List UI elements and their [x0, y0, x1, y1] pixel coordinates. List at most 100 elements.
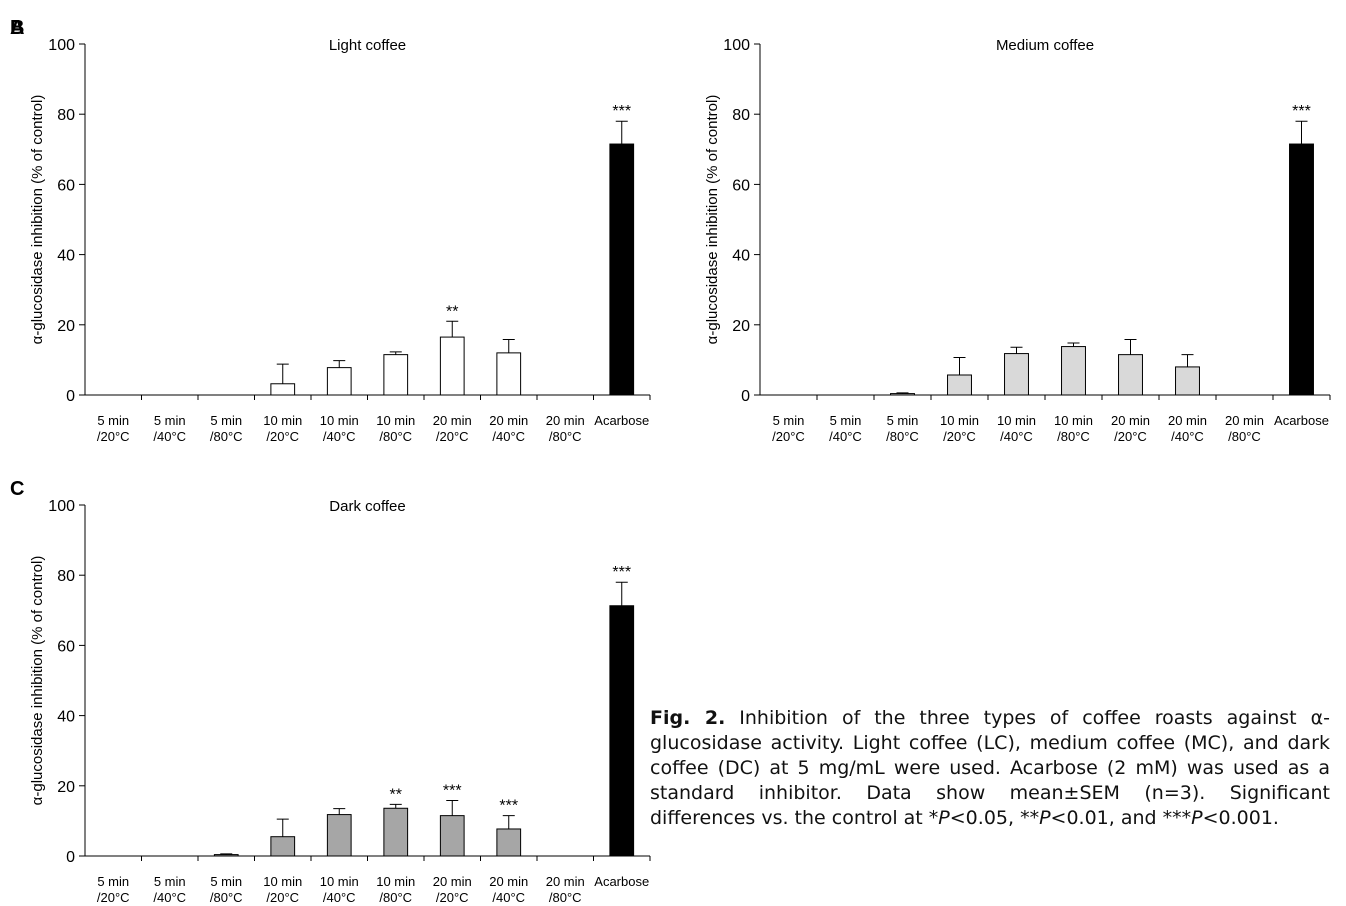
x-tick-label: 10 min	[263, 874, 302, 889]
bar	[213, 854, 239, 857]
y-tick-label: 40	[732, 248, 750, 265]
y-tick-label: 100	[723, 37, 750, 54]
error-bar	[502, 815, 515, 829]
bar	[326, 814, 352, 857]
error-bar	[953, 356, 966, 375]
x-tick-label: /20°C	[943, 429, 976, 444]
error-bar	[220, 853, 233, 855]
x-tick-label: 20 min	[433, 413, 472, 428]
x-tick-label: /20°C	[97, 890, 130, 905]
error-bar	[333, 808, 346, 815]
x-tick-label: /40°C	[1000, 429, 1033, 444]
y-tick-label: 0	[66, 388, 75, 405]
x-tick-label: 5 min	[210, 874, 242, 889]
x-tick-label: /80°C	[210, 429, 243, 444]
x-tick-label: /80°C	[549, 429, 582, 444]
x-tick-label: 20 min	[489, 413, 528, 428]
significance: ***	[499, 798, 518, 815]
y-tick-label: 0	[66, 849, 75, 866]
error-bar	[389, 803, 402, 809]
y-tick-label: 60	[57, 638, 75, 655]
bar	[439, 336, 465, 396]
significance: **	[446, 303, 458, 320]
x-tick-label: 20 min	[433, 874, 472, 889]
x-tick-label: 10 min	[1054, 413, 1093, 428]
y-tick-label: 100	[48, 37, 75, 54]
panel-label: B	[10, 17, 24, 39]
panel-label: C	[10, 478, 24, 500]
x-tick-label: 10 min	[320, 413, 359, 428]
significance: ***	[612, 564, 631, 581]
x-tick-label: /80°C	[1057, 429, 1090, 444]
x-tick-label: /80°C	[1228, 429, 1261, 444]
error-bar	[615, 581, 628, 606]
error-bar	[276, 818, 289, 837]
error-bar	[502, 339, 515, 353]
caption: Fig. 2. Inhibition of the three types of…	[650, 706, 1330, 831]
bar	[383, 354, 409, 396]
error-bar	[896, 392, 909, 394]
bar	[270, 836, 296, 857]
y-tick-label: 60	[732, 177, 750, 194]
chart-title: Medium coffee	[996, 37, 1094, 54]
x-tick-label: /40°C	[492, 890, 525, 905]
error-bar	[1295, 120, 1308, 145]
x-tick-label: 20 min	[1168, 413, 1207, 428]
x-tick-label: 5 min	[210, 413, 242, 428]
error-bar	[615, 120, 628, 145]
y-tick-label: 80	[57, 568, 75, 585]
x-tick-label: /80°C	[379, 429, 412, 444]
x-tick-label: Acarbose	[594, 413, 649, 428]
error-bar	[1181, 354, 1194, 367]
x-tick-label: /80°C	[886, 429, 919, 444]
x-tick-label: /20°C	[97, 429, 130, 444]
significance: ***	[612, 103, 631, 120]
x-tick-label: 5 min	[887, 413, 919, 428]
y-tick-label: 80	[732, 107, 750, 124]
bar	[609, 143, 635, 396]
error-bar	[333, 360, 346, 368]
chart-title: Dark coffee	[329, 498, 405, 515]
error-bar	[1067, 342, 1080, 347]
bar	[1061, 346, 1086, 396]
x-tick-label: /40°C	[153, 890, 186, 905]
y-tick-label: 60	[57, 177, 75, 194]
x-tick-label: /20°C	[772, 429, 805, 444]
x-tick-label: /80°C	[549, 890, 582, 905]
x-tick-label: /40°C	[153, 429, 186, 444]
significance: ***	[443, 783, 462, 800]
error-bar	[446, 320, 459, 338]
y-tick-label: 40	[57, 709, 75, 726]
y-tick-label: 20	[57, 779, 75, 796]
caption-text: P	[938, 807, 950, 829]
x-tick-label: 10 min	[376, 874, 415, 889]
x-tick-label: /40°C	[829, 429, 862, 444]
x-tick-label: /20°C	[1114, 429, 1147, 444]
y-axis-label: α-glucosidase inhibition (% of control)	[704, 95, 721, 345]
bar	[890, 393, 915, 396]
x-tick-label: /80°C	[379, 890, 412, 905]
caption-text: <0.05, **	[949, 807, 1040, 829]
x-tick-label: /40°C	[323, 890, 356, 905]
y-tick-label: 80	[57, 107, 75, 124]
bar	[270, 383, 296, 396]
x-tick-label: 10 min	[997, 413, 1036, 428]
error-bar	[446, 800, 459, 816]
bar	[439, 815, 465, 857]
x-tick-label: 5 min	[154, 413, 186, 428]
x-tick-label: /40°C	[323, 429, 356, 444]
x-tick-label: 10 min	[376, 413, 415, 428]
x-tick-label: /80°C	[210, 890, 243, 905]
y-tick-label: 100	[48, 498, 75, 515]
y-tick-label: 40	[57, 248, 75, 265]
significance: **	[390, 786, 402, 803]
bar	[1004, 353, 1029, 396]
caption-text: P	[1039, 807, 1051, 829]
x-tick-label: 5 min	[154, 874, 186, 889]
x-tick-label: 10 min	[940, 413, 979, 428]
x-tick-label: 20 min	[546, 413, 585, 428]
x-tick-label: /20°C	[266, 429, 299, 444]
y-tick-label: 20	[732, 318, 750, 335]
error-bar	[276, 363, 289, 384]
